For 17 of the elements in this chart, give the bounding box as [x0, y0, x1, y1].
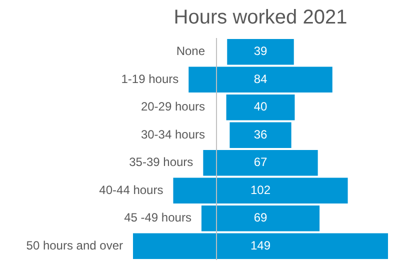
category-label: 1-19 hours: [121, 72, 179, 86]
data-label: 39: [254, 44, 268, 58]
data-label: 149: [250, 238, 271, 252]
text: Hours worked 2021: [174, 6, 348, 29]
category-label: 35-39 hours: [129, 155, 194, 170]
category-label: None: [176, 44, 206, 58]
data-label: 69: [254, 210, 268, 225]
category-label: 40-44 hours: [99, 182, 164, 197]
data-label: 36: [254, 127, 268, 142]
data-label: 67: [254, 155, 268, 170]
category-label: 45 -49 hours: [124, 210, 192, 225]
data-label: 40: [254, 100, 268, 114]
data-label: 102: [250, 182, 271, 197]
category-label: 30-34 hours: [140, 127, 205, 142]
category-label: 20-29 hours: [140, 100, 205, 114]
category-label: 50 hours and over: [26, 238, 123, 252]
data-label: 84: [254, 72, 268, 86]
